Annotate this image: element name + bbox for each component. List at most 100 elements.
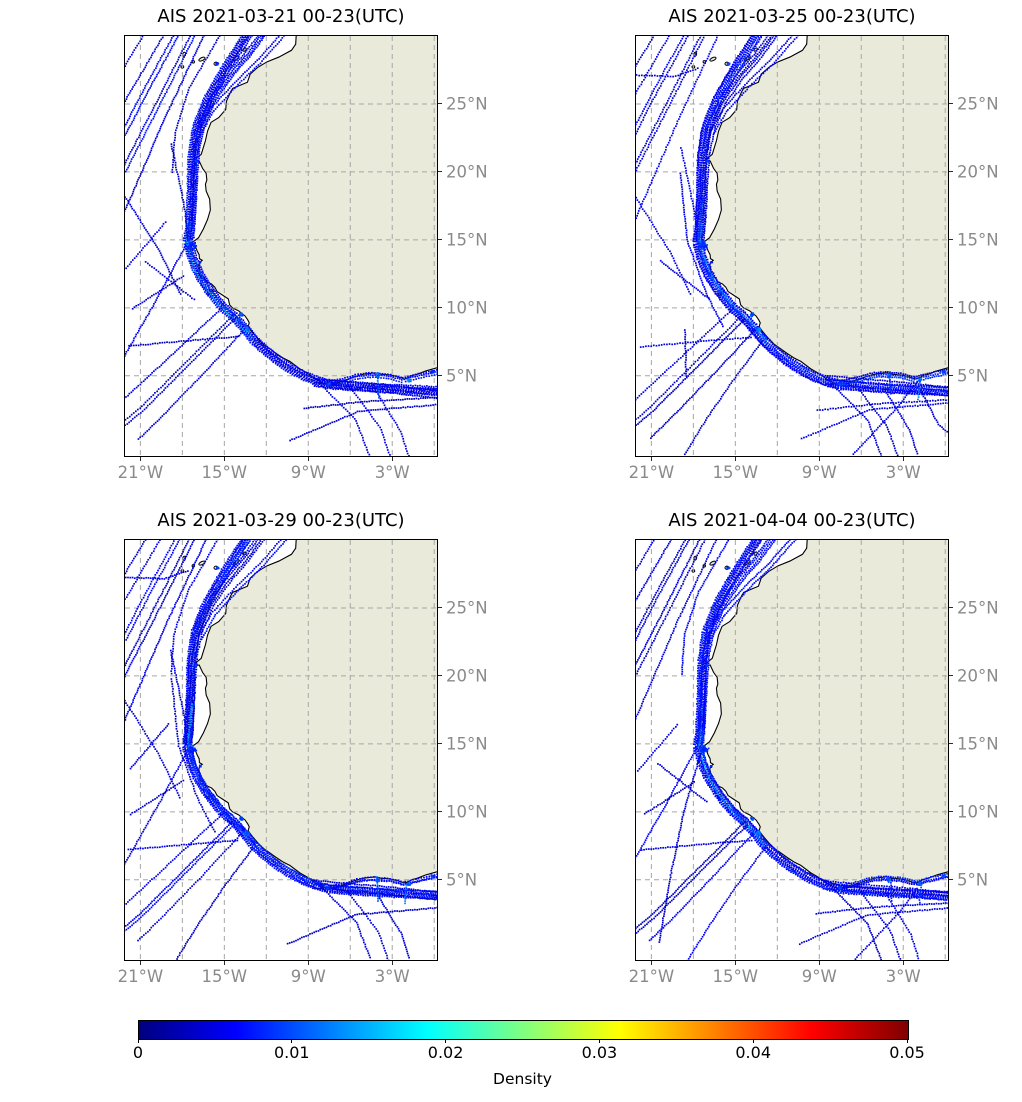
- y-tick-label: 10°N: [957, 802, 999, 822]
- subplot-4-map: [635, 539, 949, 961]
- x-axis-tick: [139, 961, 141, 965]
- x-axis-tick: [307, 961, 309, 965]
- y-axis-tick: [949, 743, 953, 745]
- y-tick-label: 25°N: [446, 94, 488, 114]
- y-tick-label: 10°N: [446, 802, 488, 822]
- y-axis-tick: [949, 675, 953, 677]
- x-tick-label: 3°W: [374, 463, 410, 482]
- y-axis-tick: [949, 879, 953, 881]
- x-axis-tick: [223, 457, 225, 461]
- y-axis-tick: [949, 375, 953, 377]
- y-tick-label: 20°N: [957, 666, 999, 686]
- y-tick-label: 20°N: [446, 666, 488, 686]
- y-axis-tick: [438, 239, 442, 241]
- subplot-1-map: [124, 35, 438, 457]
- colorbar-tick: [598, 1039, 600, 1043]
- y-tick-label: 25°N: [957, 598, 999, 618]
- y-tick-label: 10°N: [957, 298, 999, 318]
- x-tick-label: 15°W: [712, 967, 759, 986]
- x-tick-label: 9°W: [290, 463, 326, 482]
- x-tick-label: 9°W: [801, 463, 837, 482]
- x-tick-label: 3°W: [885, 967, 921, 986]
- y-axis-tick: [949, 811, 953, 813]
- x-tick-label: 3°W: [885, 463, 921, 482]
- colorbar-label: Density: [493, 1070, 552, 1088]
- x-axis-tick: [139, 457, 141, 461]
- x-tick-label: 15°W: [201, 967, 248, 986]
- subplot-3: AIS 2021-03-29 00-23(UTC) 21°W 15°W 9°W 3°W…: [118, 510, 488, 986]
- y-tick-label: 5°N: [446, 366, 478, 386]
- colorbar-tick-label: 0.04: [735, 1043, 771, 1062]
- y-axis-tick: [949, 103, 953, 105]
- x-tick-label: 3°W: [374, 967, 410, 986]
- x-axis-tick: [902, 457, 904, 461]
- colorbar-tick: [291, 1039, 293, 1043]
- colorbar-tick: [752, 1039, 754, 1043]
- y-axis-tick: [949, 607, 953, 609]
- subplot-4: AIS 2021-04-04 00-23(UTC) 21°W 15°W 9°W 3°W…: [629, 510, 999, 986]
- subplot-2: AIS 2021-03-25 00-23(UTC) 21°W 15°W 9°W 3°W…: [629, 6, 999, 482]
- x-axis-tick: [650, 961, 652, 965]
- y-tick-label: 5°N: [446, 870, 478, 890]
- x-tick-label: 21°W: [628, 967, 675, 986]
- colorbar-tick-label: 0.01: [273, 1043, 310, 1062]
- y-axis-tick: [438, 811, 442, 813]
- y-axis-tick: [438, 743, 442, 745]
- x-tick-label: 21°W: [117, 463, 164, 482]
- x-tick-label: 21°W: [117, 967, 164, 986]
- y-tick-label: 15°N: [446, 230, 488, 250]
- subplot-3-title: AIS 2021-03-29 00-23(UTC): [157, 510, 405, 531]
- subplot-4-canvas: [636, 540, 948, 960]
- subplot-3-map: [124, 539, 438, 961]
- subplot-2-map: [635, 35, 949, 457]
- subplot-4-title: AIS 2021-04-04 00-23(UTC): [668, 510, 916, 531]
- colorbar-tick-label: 0.02: [427, 1043, 464, 1062]
- y-axis-tick: [438, 607, 442, 609]
- x-axis-tick: [734, 457, 736, 461]
- colorbar-tick: [906, 1039, 908, 1043]
- colorbar-tick-label: 0: [132, 1043, 144, 1062]
- x-axis-tick: [307, 457, 309, 461]
- x-axis-tick: [391, 457, 393, 461]
- y-axis-tick: [949, 171, 953, 173]
- colorbar-tick: [445, 1039, 447, 1043]
- x-axis-tick: [818, 961, 820, 965]
- y-tick-label: 10°N: [446, 298, 488, 318]
- y-axis-tick: [949, 307, 953, 309]
- x-axis-tick: [650, 457, 652, 461]
- subplot-2-title: AIS 2021-03-25 00-23(UTC): [668, 6, 916, 27]
- y-tick-label: 20°N: [957, 162, 999, 182]
- y-tick-label: 25°N: [957, 94, 999, 114]
- subplot-1: AIS 2021-03-21 00-23(UTC) 21°W 15°W 9°W 3°W…: [118, 6, 488, 482]
- x-axis-tick: [818, 457, 820, 461]
- y-axis-tick: [438, 171, 442, 173]
- y-tick-label: 15°N: [957, 734, 999, 754]
- x-axis-tick: [223, 961, 225, 965]
- subplot-3-canvas: [125, 540, 437, 960]
- x-tick-label: 15°W: [712, 463, 759, 482]
- colorbar-tick-label: 0.03: [581, 1043, 618, 1062]
- y-tick-label: 25°N: [446, 598, 488, 618]
- x-tick-label: 9°W: [801, 967, 837, 986]
- colorbar-tick: [137, 1039, 139, 1043]
- colorbar-tick-label: 0.05: [889, 1043, 925, 1062]
- y-axis-tick: [438, 879, 442, 881]
- x-axis-tick: [902, 961, 904, 965]
- x-axis-tick: [391, 961, 393, 965]
- subplot-1-title: AIS 2021-03-21 00-23(UTC): [157, 6, 405, 27]
- x-tick-label: 21°W: [628, 463, 675, 482]
- x-tick-label: 15°W: [201, 463, 248, 482]
- y-tick-label: 15°N: [446, 734, 488, 754]
- x-axis-tick: [734, 961, 736, 965]
- y-axis-tick: [438, 675, 442, 677]
- y-tick-label: 5°N: [957, 366, 989, 386]
- x-tick-label: 9°W: [290, 967, 326, 986]
- y-tick-label: 15°N: [957, 230, 999, 250]
- subplot-1-canvas: [125, 36, 437, 456]
- y-tick-label: 20°N: [446, 162, 488, 182]
- y-axis-tick: [438, 375, 442, 377]
- y-axis-tick: [438, 103, 442, 105]
- y-tick-label: 5°N: [957, 870, 989, 890]
- y-axis-tick: [438, 307, 442, 309]
